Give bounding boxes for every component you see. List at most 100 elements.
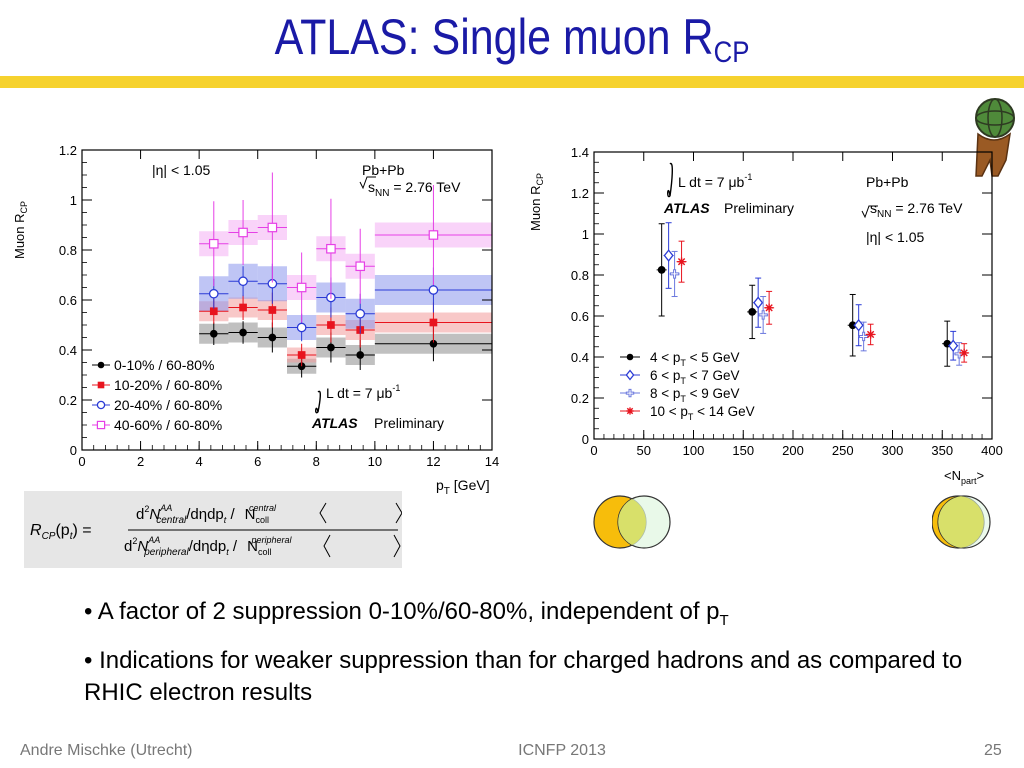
data-point [429,339,438,348]
formula-numerator: d2NAA central/dηdpt / Ncollcentral [136,503,277,526]
data-point [948,339,959,353]
legend-marker [625,388,635,398]
x-tick-label: 12 [426,454,440,469]
legend-label: 40-60% / 60-80% [114,417,222,433]
footer-conference: ICNFP 2013 [518,742,606,759]
legend-marker [97,361,105,369]
data-point [853,318,864,332]
energy-label: sNN = 2.76 TeV [870,200,963,220]
legend-label: 10-20% / 60-80% [114,377,222,393]
x-tick-label: 6 [254,454,261,469]
data-point [663,249,674,262]
legend-marker [96,400,106,410]
data-point [866,330,875,339]
data-point [748,308,757,316]
data-point [327,343,335,352]
formula-lhs: RCP(pt) = [30,522,92,542]
legend-marker [626,353,634,361]
data-point [239,303,247,312]
data-point [267,222,278,233]
y-tick-label: 0 [582,432,589,447]
y-tick-label: 0.6 [571,309,589,324]
bullet-list: • A factor of 2 suppression 0-10%/60-80%… [84,596,1004,717]
data-point [764,303,774,312]
y-tick-label: 1 [70,193,77,208]
x-tick-label: 14 [485,454,499,469]
bullet-item: • Indications for weaker suppression tha… [84,646,963,706]
data-point [208,238,219,249]
eta-cut-label: |η| < 1.05 [866,229,924,245]
y-tick-label: 0.2 [59,393,77,408]
data-point [657,266,666,274]
data-point [858,331,869,342]
data-point [268,333,277,342]
y-tick-label: 0.8 [59,243,77,258]
slide-title-main: ATLAS: Single muon R [274,9,714,65]
data-point [297,351,306,359]
x-tick-label: 4 [196,454,203,469]
data-point [758,310,768,320]
rcp-formula-svg: RCP(pt) = d2NAA central/dηdpt / Ncollcentr… [30,502,403,558]
legend-label: 4 < pT < 5 GeV [650,350,740,368]
data-point [669,269,680,279]
x-tick-label: 2 [137,454,144,469]
x-tick-label: 150 [732,443,754,458]
y-tick-label: 0.2 [571,391,589,406]
x-tick-label: 200 [782,443,804,458]
data-point [268,306,277,314]
legend-marker [625,369,635,381]
data-point [356,351,365,359]
atlas-figure-logo [975,98,1015,177]
system-label: Pb+Pb [866,174,909,190]
eta-cut-label: |η| < 1.05 [152,162,210,178]
title-accent-bar [0,76,1024,88]
x-tick-label: 8 [313,454,320,469]
x-axis-label: pT [GeV] [436,477,490,497]
data-point [238,227,248,238]
data-point [428,230,439,240]
atlas-label: ATLAS [663,200,710,216]
data-point [326,243,336,254]
data-point [848,321,857,330]
legend-label: 20-40% / 60-80% [114,397,222,413]
y-tick-label: 1.4 [571,145,589,160]
rcp-formula: RCP(pt) = d2NAA central/dηdpt / Ncollcentr… [24,491,403,568]
y-tick-label: 0.6 [59,293,77,308]
data-point [428,285,439,295]
x-tick-label: 300 [882,443,904,458]
data-point [209,307,218,316]
energy-label: sNN = 2.76 TeV [368,179,461,199]
slide-title-sub: CP [713,36,750,69]
legend-label: 6 < pT < 7 GeV [650,368,740,386]
data-point [355,261,366,272]
lumi-label: L dt = 7 μb-1 [326,383,400,401]
y-tick-label: 0.4 [59,343,77,358]
bullet-item: • A factor of 2 suppression 0-10%/60-80%… [84,598,729,629]
legend-label: 8 < pT < 9 GeV [650,386,740,404]
data-point [753,296,764,309]
y-tick-label: 1.2 [59,143,77,158]
atlas-label: ATLAS [311,415,358,431]
x-axis-label: <Npart> [944,468,984,486]
data-point [677,257,686,266]
rcp-vs-pt-chart: 0 2 4 6 8 10 12 14 0 0.2 0.4 0.6 0.8 1 1.2 Muon RCP pT… [12,143,499,497]
chart-legend: 0-10% / 60-80% 10-20% / 60-80% 20-40% / 60… [92,357,222,433]
x-tick-label: 350 [931,443,953,458]
x-tick-label: 400 [981,443,1003,458]
rcp-vs-npart-chart: 0 50 100 150 200 250 300 350 400 0 0.2 0.4 0.6 0.8 1 1.… [528,145,1003,486]
x-tick-label: 10 [368,454,382,469]
y-tick-label: 1 [582,227,589,242]
y-axis-label: Muon RCP [12,201,29,259]
data-point [238,276,248,287]
y-tick-label: 0 [70,443,77,458]
footer-author: Andre Mischke (Utrecht) [20,742,193,759]
y-tick-label: 0.4 [571,350,589,365]
data-point [239,328,247,337]
x-tick-label: 100 [683,443,705,458]
venn-central-icon [593,495,671,549]
y-tick-label: 1.2 [571,186,589,201]
data-point [296,322,307,333]
legend-marker [96,420,106,430]
slide-title: ATLAS: Single muon RCP [72,0,953,74]
